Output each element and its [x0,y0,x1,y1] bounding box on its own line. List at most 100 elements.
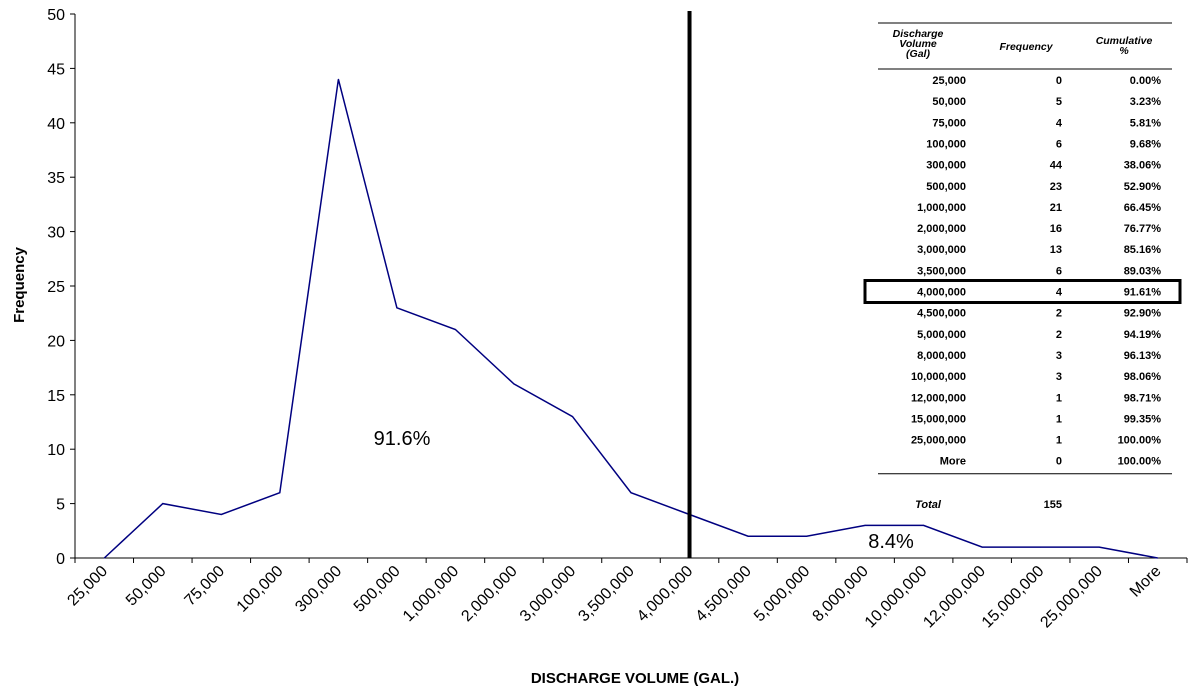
axes [74,14,1187,559]
x-axis-title: DISCHARGE VOLUME (GAL.) [531,670,739,687]
table-cell-volume: 3,500,000 [917,265,966,277]
table-cell-frequency: 0 [1056,456,1062,468]
table-cell-cumulative: 91.61% [1124,287,1162,299]
table-cell-cumulative: 5.81% [1130,117,1161,129]
x-tick-label: 300,000 [292,563,345,616]
table-cell-frequency: 2 [1056,329,1062,341]
data-point [747,535,749,537]
table-cell-volume: More [940,456,966,468]
table-cell-volume: 300,000 [926,160,966,172]
table-cell-cumulative: 100.00% [1118,456,1162,468]
data-point [572,416,573,418]
data-point [513,383,515,385]
y-tick-label: 25 [47,279,65,296]
table-header-cumulative: Cumulative [1096,35,1153,47]
table-cell-frequency: 1 [1056,392,1062,404]
data-point [806,535,808,537]
table-cell-cumulative: 0.00% [1130,75,1161,87]
table-cell-volume: 4,500,000 [917,308,966,320]
table-header-cumulative: % [1119,45,1129,57]
table-cell-volume: 12,000,000 [911,392,966,404]
annotation-left-percent: 91.6% [374,428,431,450]
table-header-volume: Volume [899,38,937,50]
data-point [454,329,456,330]
x-tick-label: 10,000,000 [862,563,931,632]
table-total-value: 155 [1044,499,1062,511]
y-tick-label: 35 [47,170,65,187]
x-tick-label: 15,000,000 [979,563,1048,632]
table-cell-volume: 25,000 [932,75,966,87]
table-cell-frequency: 2 [1056,308,1062,320]
x-tick-label: 1,000,000 [400,563,462,625]
table-cell-frequency: 23 [1050,181,1062,193]
table-cell-cumulative: 9.68% [1130,138,1161,150]
x-tick-label: 8,000,000 [810,563,872,625]
table-cell-frequency: 21 [1050,202,1062,214]
y-tick-label: 45 [47,61,65,78]
table-cell-cumulative: 99.35% [1124,413,1162,425]
table-cell-volume: 5,000,000 [917,329,966,341]
table-cell-volume: 75,000 [932,117,966,129]
x-tick-label: 3,000,000 [517,563,579,625]
table-header-volume: (Gal) [906,48,930,60]
x-tick-label: 2,000,000 [458,563,520,625]
data-point [337,78,339,80]
y-tick-labels: 0 5 10 15 20 25 30 35 40 45 50 [47,7,75,568]
table-cell-volume: 1,000,000 [917,202,966,214]
x-tick-label: 50,000 [123,563,170,610]
table-cell-frequency: 6 [1056,265,1062,277]
annotation-right-percent: 8.4% [868,531,914,553]
table-header-volume: Discharge [893,28,944,40]
table-cell-frequency: 1 [1056,435,1062,447]
table-cell-volume: 4,000,000 [917,287,966,299]
table-cell-frequency: 3 [1056,350,1062,362]
table-cell-volume: 15,000,000 [911,413,966,425]
table-cell-frequency: 5 [1056,96,1062,108]
data-point [162,503,164,505]
table-cell-volume: 3,000,000 [917,244,966,256]
table-cell-frequency: 6 [1056,138,1062,150]
table-cell-cumulative: 3.23% [1130,96,1161,108]
x-tick-label: 4,500,000 [693,563,755,625]
highlighted-row-box [863,279,1182,304]
table-header-frequency: Frequency [999,41,1053,53]
table-cell-volume: 25,000,000 [911,435,966,447]
x-tick-labels: 25,000 50,000 75,000 100,000 300,000 500,0001… [64,558,1188,632]
table-cell-cumulative: 100.00% [1118,435,1162,447]
data-point [1157,557,1159,559]
y-tick-label: 30 [47,225,65,242]
x-tick-label: 25,000 [64,563,111,610]
data-point [630,492,632,494]
table-cell-volume: 500,000 [926,181,966,193]
data-point [1098,546,1100,548]
data-point [220,514,222,515]
table-cell-cumulative: 52.90% [1124,181,1162,193]
table-cell-cumulative: 66.45% [1124,202,1162,214]
data-point [103,557,105,559]
y-tick-label: 40 [47,116,65,133]
x-tick-label: 3,500,000 [575,563,637,625]
y-axis-title: Frequency [11,246,28,323]
y-tick-label: 0 [56,551,65,568]
y-tick-label: 5 [56,497,65,514]
data-point [981,546,983,548]
table-cell-volume: 10,000,000 [911,371,966,383]
table-cell-cumulative: 92.90% [1124,308,1162,320]
x-tick-label: More [1127,563,1165,601]
series [103,78,1159,559]
table-cell-cumulative: 96.13% [1124,350,1162,362]
table-cell-frequency: 4 [1056,287,1063,299]
table-cell-cumulative: 38.06% [1124,160,1162,172]
x-tick-label: 25,000,000 [1037,563,1106,632]
x-tick-label: 100,000 [234,563,287,616]
data-point [923,524,925,526]
table-cell-frequency: 1 [1056,413,1062,425]
x-tick-label: 12,000,000 [920,563,989,632]
table-cell-cumulative: 98.06% [1124,371,1162,383]
y-tick-label: 10 [47,442,65,459]
x-tick-label: 75,000 [182,563,229,610]
y-tick-label: 50 [47,7,65,24]
x-tick-label: 4,000,000 [634,563,696,625]
